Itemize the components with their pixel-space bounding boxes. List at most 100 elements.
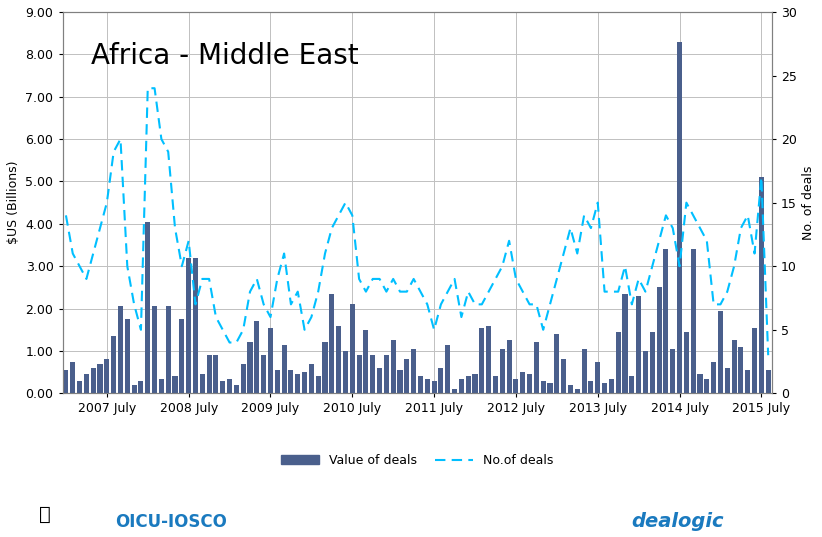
Legend: Value of deals, No.of deals: Value of deals, No.of deals xyxy=(276,449,558,472)
Bar xyxy=(159,379,164,393)
Bar xyxy=(732,340,737,393)
Bar xyxy=(520,372,525,393)
Bar xyxy=(479,328,484,393)
Bar xyxy=(602,383,607,393)
Bar xyxy=(233,385,239,393)
Bar xyxy=(643,351,648,393)
Bar xyxy=(718,311,723,393)
Bar xyxy=(630,376,635,393)
Bar xyxy=(322,343,328,393)
Bar xyxy=(125,319,130,393)
Y-axis label: No. of deals: No. of deals xyxy=(802,165,815,240)
Bar xyxy=(738,347,743,393)
Bar xyxy=(173,376,178,393)
Bar xyxy=(411,349,416,393)
Bar xyxy=(418,376,423,393)
Bar xyxy=(227,379,232,393)
Bar xyxy=(206,355,212,393)
Bar xyxy=(363,330,368,393)
Bar xyxy=(261,355,266,393)
Bar xyxy=(357,355,362,393)
Bar xyxy=(302,372,307,393)
Bar xyxy=(446,345,450,393)
Bar xyxy=(70,361,76,393)
Bar xyxy=(241,364,246,393)
Bar xyxy=(711,361,716,393)
Bar xyxy=(268,328,273,393)
Bar xyxy=(765,370,771,393)
Bar xyxy=(595,361,600,393)
Bar xyxy=(752,328,757,393)
Bar xyxy=(473,374,478,393)
Bar xyxy=(725,368,730,393)
Bar xyxy=(247,343,252,393)
Bar xyxy=(343,351,348,393)
Bar xyxy=(104,359,109,393)
Bar xyxy=(670,349,676,393)
Bar xyxy=(77,381,82,393)
Text: Africa - Middle East: Africa - Middle East xyxy=(91,42,358,70)
Bar xyxy=(295,374,300,393)
Bar xyxy=(554,334,560,393)
Bar xyxy=(616,332,621,393)
Bar xyxy=(609,379,614,393)
Bar xyxy=(63,370,68,393)
Bar xyxy=(622,294,627,393)
Bar xyxy=(220,381,225,393)
Bar xyxy=(589,381,593,393)
Bar xyxy=(575,389,580,393)
Bar xyxy=(214,355,219,393)
Bar xyxy=(398,370,403,393)
Bar xyxy=(746,370,750,393)
Bar xyxy=(330,294,335,393)
Bar xyxy=(132,385,136,393)
Bar xyxy=(425,379,430,393)
Bar xyxy=(759,177,764,393)
Bar xyxy=(111,336,116,393)
Bar xyxy=(200,374,205,393)
Bar xyxy=(152,307,157,393)
Bar xyxy=(193,258,198,393)
Bar xyxy=(677,41,682,393)
Bar xyxy=(649,332,655,393)
Bar xyxy=(561,359,566,393)
Bar xyxy=(459,379,464,393)
Bar xyxy=(684,332,689,393)
Bar xyxy=(282,345,287,393)
Bar xyxy=(568,385,573,393)
Bar xyxy=(186,258,192,393)
Bar xyxy=(145,222,150,393)
Bar xyxy=(404,359,409,393)
Bar xyxy=(349,304,355,393)
Bar xyxy=(84,374,89,393)
Bar xyxy=(527,374,532,393)
Bar xyxy=(377,368,382,393)
Bar xyxy=(452,389,457,393)
Bar xyxy=(541,381,546,393)
Bar xyxy=(432,381,436,393)
Bar xyxy=(289,370,293,393)
Bar xyxy=(336,325,341,393)
Bar xyxy=(500,349,505,393)
Text: dealogic: dealogic xyxy=(630,512,723,531)
Bar xyxy=(370,355,376,393)
Bar xyxy=(390,340,395,393)
Bar xyxy=(309,364,314,393)
Bar xyxy=(533,343,539,393)
Bar xyxy=(657,287,662,393)
Bar xyxy=(90,368,96,393)
Bar xyxy=(581,349,587,393)
Bar xyxy=(275,370,279,393)
Text: OICU-IOSCO: OICU-IOSCO xyxy=(115,512,227,531)
Bar xyxy=(636,296,641,393)
Bar xyxy=(254,321,260,393)
Bar xyxy=(697,374,703,393)
Bar xyxy=(690,249,695,393)
Bar xyxy=(493,376,498,393)
Bar xyxy=(547,383,552,393)
Text: 🌐: 🌐 xyxy=(39,505,51,524)
Y-axis label: $US (Billions): $US (Billions) xyxy=(7,161,20,244)
Bar xyxy=(704,379,709,393)
Bar xyxy=(663,249,668,393)
Bar xyxy=(98,364,103,393)
